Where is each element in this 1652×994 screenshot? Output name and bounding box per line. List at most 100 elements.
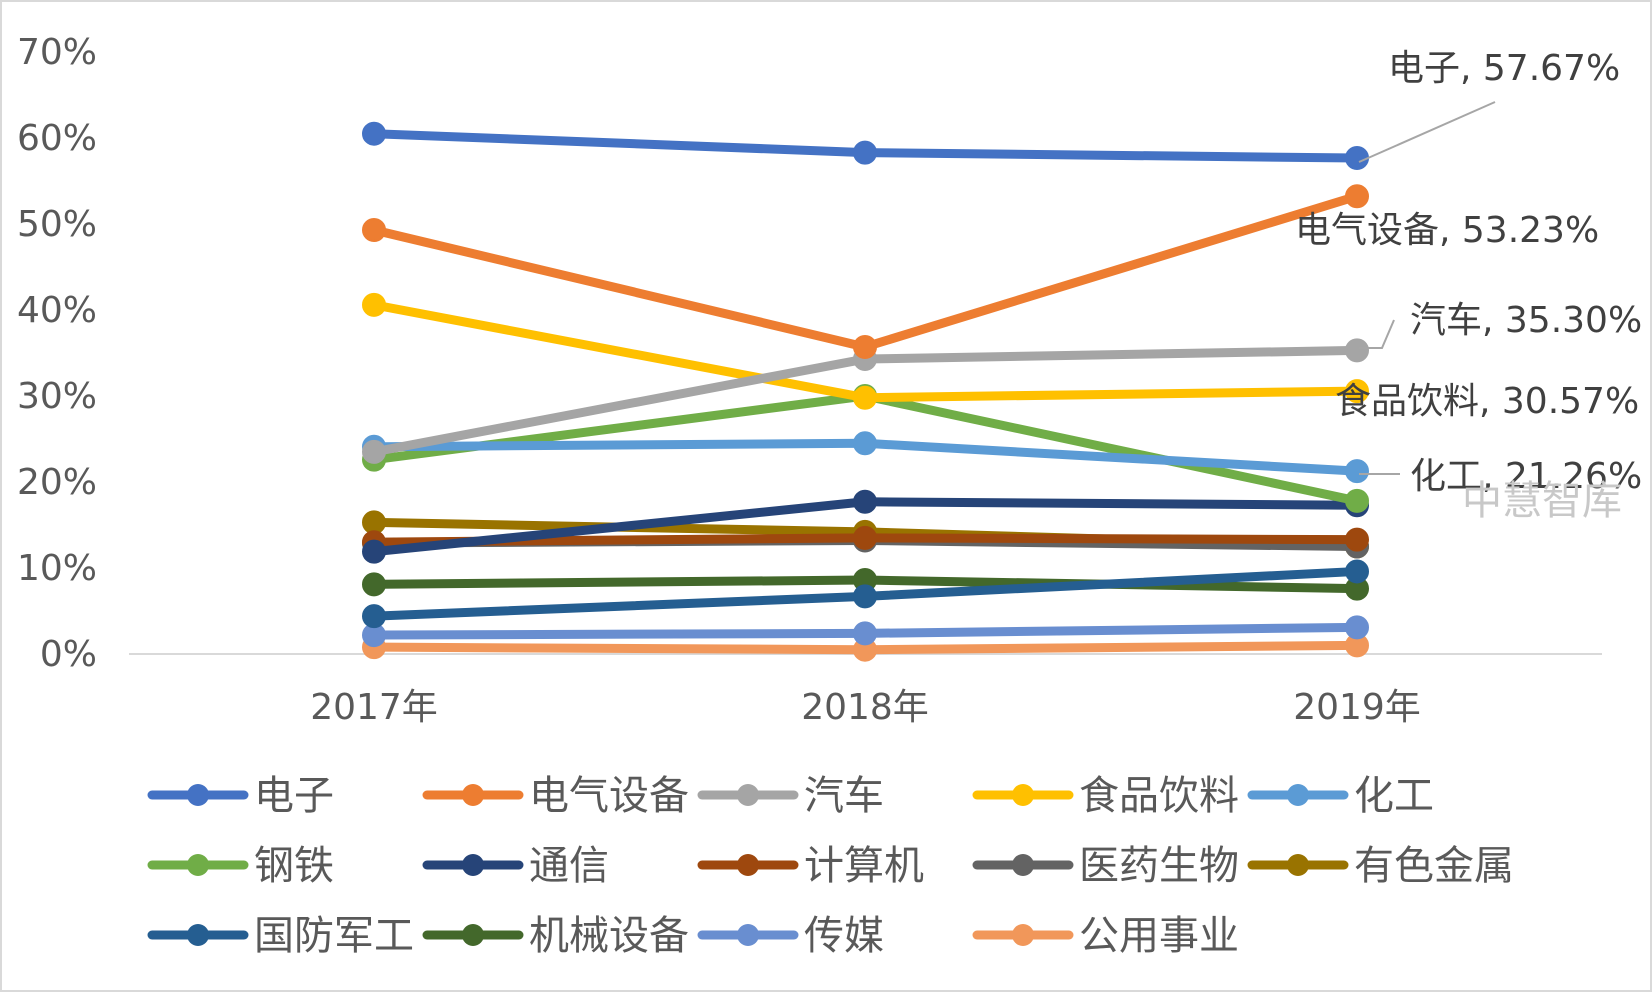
y-axis: 0% 10% 20% 30% 40% 50% 60% 70% (17, 32, 97, 675)
data-point (1345, 338, 1369, 363)
data-point (1345, 459, 1369, 484)
series-传媒 (362, 615, 1369, 648)
legend-label: 机械设备 (529, 913, 689, 959)
series-电气设备 (362, 184, 1369, 359)
data-point (853, 621, 877, 646)
data-point (1345, 379, 1369, 404)
legend-swatch-marker (1287, 784, 1309, 806)
legend-label: 传媒 (804, 913, 884, 959)
data-label: 食品饮料, 30.57% (1335, 381, 1639, 422)
legend-label: 电气设备 (529, 773, 689, 819)
data-point (1345, 527, 1369, 552)
legend-swatch-marker (187, 854, 209, 876)
data-label: 电气设备, 53.23% (1295, 210, 1599, 251)
data-label: 电子, 57.67% (1388, 48, 1620, 89)
y-tick-label: 20% (17, 462, 97, 503)
legend-label: 医药生物 (1079, 843, 1239, 889)
legend-label: 通信 (529, 843, 609, 889)
legend-swatch-marker (187, 924, 209, 946)
legend-swatch-marker (462, 784, 484, 806)
data-point (1345, 559, 1369, 584)
data-point (1345, 488, 1369, 513)
data-label-layer: 电子, 57.67% 电气设备, 53.23% 汽车, 35.30% 食品饮料, 30… (1295, 48, 1642, 497)
legend-swatch-marker (1012, 854, 1034, 876)
data-point (853, 431, 877, 456)
legend-label: 汽车 (804, 773, 884, 819)
watermark-text: 中慧智库 (1462, 478, 1622, 524)
legend-item: 食品饮料 (972, 773, 1239, 819)
data-point (362, 439, 386, 464)
y-tick-label: 0% (40, 634, 97, 675)
legend-item: 有色金属 (1247, 843, 1514, 889)
legend-swatch-marker (187, 784, 209, 806)
y-tick-label: 60% (17, 118, 97, 159)
data-point (853, 525, 877, 550)
data-point (362, 292, 386, 317)
legend-item: 钢铁 (147, 843, 334, 889)
legend-label: 有色金属 (1354, 843, 1514, 889)
legend-swatch-marker (737, 784, 759, 806)
data-point (362, 121, 386, 146)
leader-line (1358, 101, 1496, 163)
data-point (362, 510, 386, 535)
data-point (362, 604, 386, 629)
data-label: 化工, 21.26% (1410, 456, 1642, 497)
series-line (369, 191, 1362, 352)
y-tick-label: 40% (17, 290, 97, 331)
x-tick-label: 2019年 (1293, 687, 1421, 728)
legend-item: 汽车 (697, 773, 884, 819)
legend-item: 公用事业 (972, 913, 1239, 959)
legend-label: 食品饮料 (1079, 773, 1239, 819)
y-tick-label: 10% (17, 548, 97, 589)
data-point (1345, 146, 1369, 171)
x-axis: 2017年 2018年 2019年 (129, 653, 1602, 728)
data-label: 汽车, 35.30% (1410, 300, 1642, 341)
legend-item: 电气设备 (422, 773, 689, 819)
legend-swatch-marker (737, 924, 759, 946)
data-point (1345, 615, 1369, 640)
legend-label: 电子 (254, 773, 334, 819)
series-公用事业 (362, 633, 1369, 662)
data-point (853, 334, 877, 359)
data-point (853, 584, 877, 609)
legend-item: 化工 (1247, 773, 1434, 819)
legend-swatch-marker (1287, 854, 1309, 876)
legend-item: 电子 (147, 773, 334, 819)
legend-swatch-marker (737, 854, 759, 876)
series-layer (362, 121, 1369, 662)
series-食品饮料 (362, 292, 1369, 410)
series-国防军工 (362, 559, 1369, 629)
legend-item: 国防军工 (147, 913, 414, 959)
legend-swatch-marker (462, 924, 484, 946)
legend-item: 计算机 (697, 843, 924, 889)
leader-line (1359, 319, 1395, 349)
legend-label: 国防军工 (254, 913, 414, 959)
x-tick-label: 2018年 (801, 687, 929, 728)
data-point (362, 539, 386, 564)
x-tick-label: 2017年 (310, 687, 438, 728)
legend-label: 公用事业 (1079, 913, 1239, 959)
data-point (853, 489, 877, 514)
legend-label: 钢铁 (254, 843, 334, 889)
y-tick-label: 50% (17, 204, 97, 245)
data-point (853, 140, 877, 165)
legend-swatch-marker (1012, 784, 1034, 806)
legend-label: 计算机 (804, 843, 924, 889)
series-电子 (362, 121, 1369, 171)
legend-label: 化工 (1354, 773, 1434, 819)
legend-item: 通信 (422, 843, 609, 889)
legend-item: 机械设备 (422, 913, 689, 959)
legend-item: 传媒 (697, 913, 884, 959)
legend-swatch-marker (1012, 924, 1034, 946)
data-point (362, 218, 386, 243)
legend-swatch-marker (462, 854, 484, 876)
y-tick-label: 30% (17, 376, 97, 417)
data-point (1345, 184, 1369, 209)
y-tick-label: 70% (17, 32, 97, 73)
legend-item: 医药生物 (972, 843, 1239, 889)
data-point (853, 385, 877, 410)
data-point (362, 572, 386, 597)
